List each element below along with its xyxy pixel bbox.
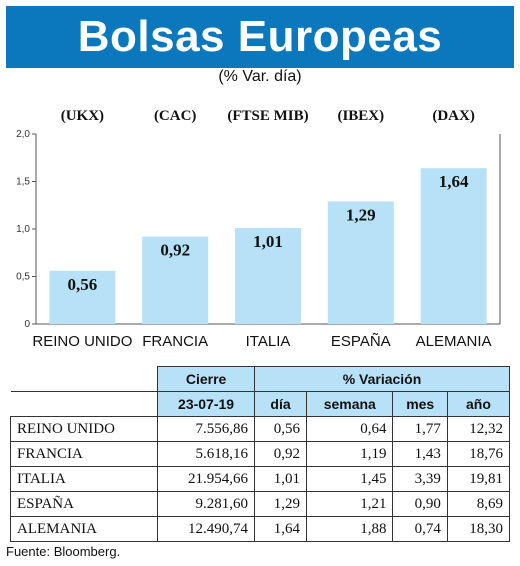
table-corner-2 xyxy=(10,391,159,417)
bar xyxy=(142,236,209,324)
y-tick-label: 1,5 xyxy=(16,177,30,188)
category-label: FRANCIA xyxy=(142,333,208,350)
index-label: (FTSE MIB) xyxy=(227,108,308,124)
row-mes: 0,90 xyxy=(392,491,448,517)
table-row: ALEMANIA 12.490,74 1,64 1,88 0,74 18,30 xyxy=(9,516,511,542)
category-label: REINO UNIDO xyxy=(32,333,132,350)
row-cierre: 12.490,74 xyxy=(157,516,255,542)
table-row: REINO UNIDO 7.556,86 0,56 0,64 1,77 12,3… xyxy=(9,416,511,442)
page-title: Bolsas Europeas xyxy=(77,12,443,61)
category-label: ITALIA xyxy=(246,333,291,350)
bar xyxy=(420,168,487,324)
row-mes: 1,77 xyxy=(392,416,448,442)
chart-subtitle: (% Var. día) xyxy=(218,68,302,85)
y-tick-label: 1,0 xyxy=(16,224,30,235)
row-dia: 0,92 xyxy=(253,441,308,467)
header-cierre: Cierre xyxy=(157,366,255,392)
index-label: (CAC) xyxy=(154,108,197,124)
row-mes: 0,74 xyxy=(392,516,448,542)
row-semana: 1,21 xyxy=(306,491,394,517)
y-tick-label: 0 xyxy=(24,319,30,330)
row-semana: 0,64 xyxy=(306,416,394,442)
subheader-mes: mes xyxy=(392,391,448,417)
row-name: ITALIA xyxy=(9,466,159,492)
row-dia: 1,64 xyxy=(253,516,308,542)
table-corner xyxy=(10,366,159,392)
table-row: FRANCIA 5.618,16 0,92 1,19 1,43 18,76 xyxy=(9,441,511,467)
bar-value-label: 1,01 xyxy=(253,232,283,251)
header-variacion: % Variación xyxy=(253,366,511,392)
row-semana: 1,19 xyxy=(306,441,394,467)
category-label: ALEMANIA xyxy=(416,333,492,350)
row-name: ALEMANIA xyxy=(9,516,159,542)
row-ano: 19,81 xyxy=(446,466,511,492)
row-cierre: 21.954,66 xyxy=(157,466,255,492)
y-tick-label: 0,5 xyxy=(16,272,30,283)
row-semana: 1,88 xyxy=(306,516,394,542)
bar xyxy=(49,270,116,324)
y-tick-label: 2,0 xyxy=(16,129,30,140)
bar-chart: 0 0,5 1,0 1,5 2,0 0,56 (UKX) REINO UNIDO 0,92 (CA… xyxy=(16,108,501,350)
title-bar: Bolsas Europeas xyxy=(6,6,514,68)
row-mes: 3,39 xyxy=(392,466,448,492)
row-ano: 18,30 xyxy=(446,516,511,542)
index-label: (DAX) xyxy=(432,108,475,124)
bar xyxy=(235,228,301,324)
bar-value-label: 1,64 xyxy=(439,172,469,191)
row-ano: 12,32 xyxy=(446,416,511,442)
row-cierre: 5.618,16 xyxy=(157,441,255,467)
category-label: ESPAÑA xyxy=(331,333,391,350)
row-cierre: 9.281,60 xyxy=(157,491,255,517)
row-cierre: 7.556,86 xyxy=(157,416,255,442)
row-dia: 1,29 xyxy=(253,491,308,517)
index-label: (UKX) xyxy=(61,108,104,124)
bar-value-label: 0,56 xyxy=(68,275,98,294)
table-row: ESPAÑA 9.281,60 1,29 1,21 0,90 8,69 xyxy=(9,491,511,517)
bar xyxy=(327,201,394,324)
row-ano: 8,69 xyxy=(446,491,511,517)
bar-value-label: 0,92 xyxy=(160,241,190,260)
row-dia: 1,01 xyxy=(253,466,308,492)
row-dia: 0,56 xyxy=(253,416,308,442)
subheader-date: 23-07-19 xyxy=(157,391,255,417)
row-mes: 1,43 xyxy=(392,441,448,467)
subheader-dia: día xyxy=(253,391,308,417)
table-row: ITALIA 21.954,66 1,01 1,45 3,39 19,81 xyxy=(9,466,511,492)
data-table: Cierre % Variación 23-07-19 día semana m… xyxy=(9,366,511,542)
row-name: FRANCIA xyxy=(9,441,159,467)
row-semana: 1,45 xyxy=(306,466,394,492)
row-name: REINO UNIDO xyxy=(9,416,159,442)
subheader-semana: semana xyxy=(306,391,394,417)
subheader-ano: año xyxy=(446,391,511,417)
index-label: (IBEX) xyxy=(337,108,384,124)
row-ano: 18,76 xyxy=(446,441,511,467)
source-note: Fuente: Bloomberg. xyxy=(6,544,121,559)
row-name: ESPAÑA xyxy=(9,491,159,517)
bar-value-label: 1,29 xyxy=(346,205,376,224)
